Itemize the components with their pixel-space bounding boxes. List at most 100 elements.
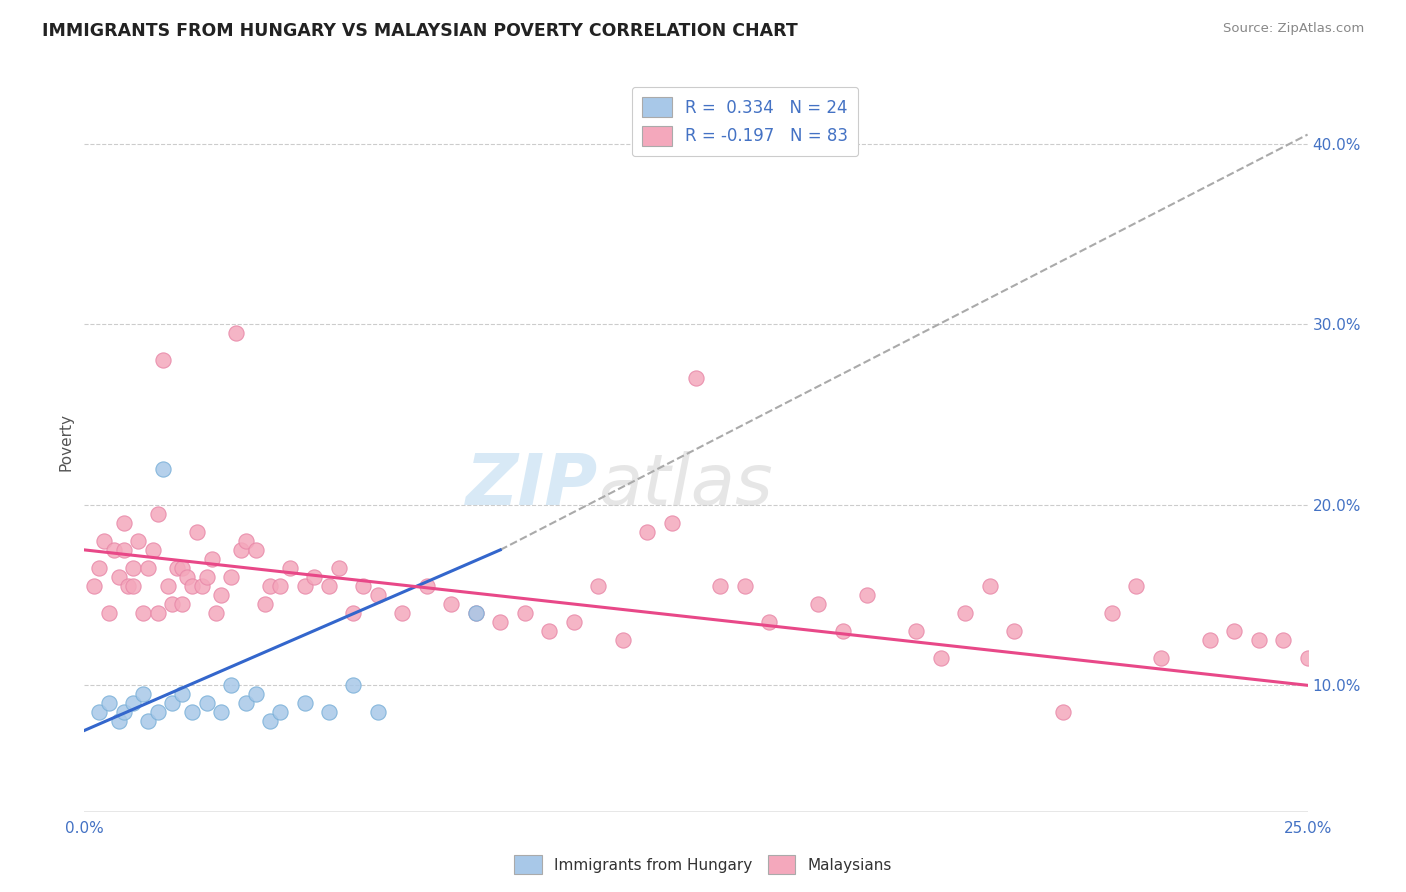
Text: Source: ZipAtlas.com: Source: ZipAtlas.com <box>1223 22 1364 36</box>
Point <box>132 606 155 620</box>
Point <box>489 615 512 629</box>
Point <box>112 542 135 557</box>
Point <box>734 579 756 593</box>
Point <box>225 326 247 341</box>
Point <box>229 542 252 557</box>
Point <box>856 588 879 602</box>
Text: ZIP: ZIP <box>465 451 598 520</box>
Point <box>97 697 120 711</box>
Point <box>103 542 125 557</box>
Text: atlas: atlas <box>598 451 773 520</box>
Point <box>172 687 194 701</box>
Point <box>127 533 149 548</box>
Point <box>1296 651 1319 665</box>
Point <box>758 615 780 629</box>
Point <box>191 579 214 593</box>
Point <box>464 606 486 620</box>
Point <box>709 579 731 593</box>
Point <box>146 507 169 521</box>
Legend: Immigrants from Hungary, Malaysians: Immigrants from Hungary, Malaysians <box>508 849 898 880</box>
Point <box>219 678 242 692</box>
Point <box>245 687 267 701</box>
Point <box>146 706 169 720</box>
Point <box>209 588 232 602</box>
Point <box>122 561 145 575</box>
Point <box>562 615 585 629</box>
Point <box>112 516 135 530</box>
Point <box>304 570 326 584</box>
Point <box>929 651 952 665</box>
Point <box>205 606 228 620</box>
Point <box>269 706 291 720</box>
Point <box>953 606 976 620</box>
Point <box>87 706 110 720</box>
Point <box>112 706 135 720</box>
Point <box>152 461 174 475</box>
Legend: R =  0.334   N = 24, R = -0.197   N = 83: R = 0.334 N = 24, R = -0.197 N = 83 <box>631 87 858 156</box>
Point <box>1320 624 1343 639</box>
Point <box>254 597 277 611</box>
Point <box>181 579 204 593</box>
Point <box>1272 633 1295 648</box>
Point <box>612 633 634 648</box>
Point <box>318 579 340 593</box>
Point <box>294 697 316 711</box>
Point <box>87 561 110 575</box>
Point <box>294 579 316 593</box>
Point <box>661 516 683 530</box>
Point <box>352 579 374 593</box>
Point <box>1150 651 1173 665</box>
Point <box>219 570 242 584</box>
Point <box>172 597 194 611</box>
Point <box>513 606 536 620</box>
Point <box>186 524 208 539</box>
Point <box>259 714 281 729</box>
Point <box>586 579 609 593</box>
Point <box>1247 633 1270 648</box>
Point <box>1052 706 1074 720</box>
Point <box>342 678 364 692</box>
Point <box>172 561 194 575</box>
Point <box>166 561 188 575</box>
Point <box>162 597 184 611</box>
Point <box>83 579 105 593</box>
Point <box>235 697 257 711</box>
Point <box>269 579 291 593</box>
Point <box>342 606 364 620</box>
Point <box>136 714 159 729</box>
Point <box>636 524 658 539</box>
Point <box>1395 687 1406 701</box>
Point <box>1125 579 1147 593</box>
Point <box>278 561 301 575</box>
Point <box>259 579 281 593</box>
Point <box>1223 624 1246 639</box>
Point <box>328 561 350 575</box>
Point <box>209 706 232 720</box>
Point <box>367 588 389 602</box>
Point <box>152 353 174 368</box>
Point <box>807 597 830 611</box>
Point <box>117 579 139 593</box>
Point <box>245 542 267 557</box>
Point <box>979 579 1001 593</box>
Point <box>200 552 222 566</box>
Point <box>538 624 561 639</box>
Point <box>831 624 853 639</box>
Point <box>195 570 218 584</box>
Point <box>122 579 145 593</box>
Point <box>367 706 389 720</box>
Point <box>107 570 129 584</box>
Point <box>1198 633 1220 648</box>
Point <box>1101 606 1123 620</box>
Y-axis label: Poverty: Poverty <box>58 412 73 471</box>
Point <box>142 542 165 557</box>
Point <box>416 579 439 593</box>
Point <box>195 697 218 711</box>
Point <box>235 533 257 548</box>
Text: IMMIGRANTS FROM HUNGARY VS MALAYSIAN POVERTY CORRELATION CHART: IMMIGRANTS FROM HUNGARY VS MALAYSIAN POV… <box>42 22 799 40</box>
Point <box>905 624 928 639</box>
Point <box>1346 669 1368 683</box>
Point <box>132 687 155 701</box>
Point <box>146 606 169 620</box>
Point <box>122 697 145 711</box>
